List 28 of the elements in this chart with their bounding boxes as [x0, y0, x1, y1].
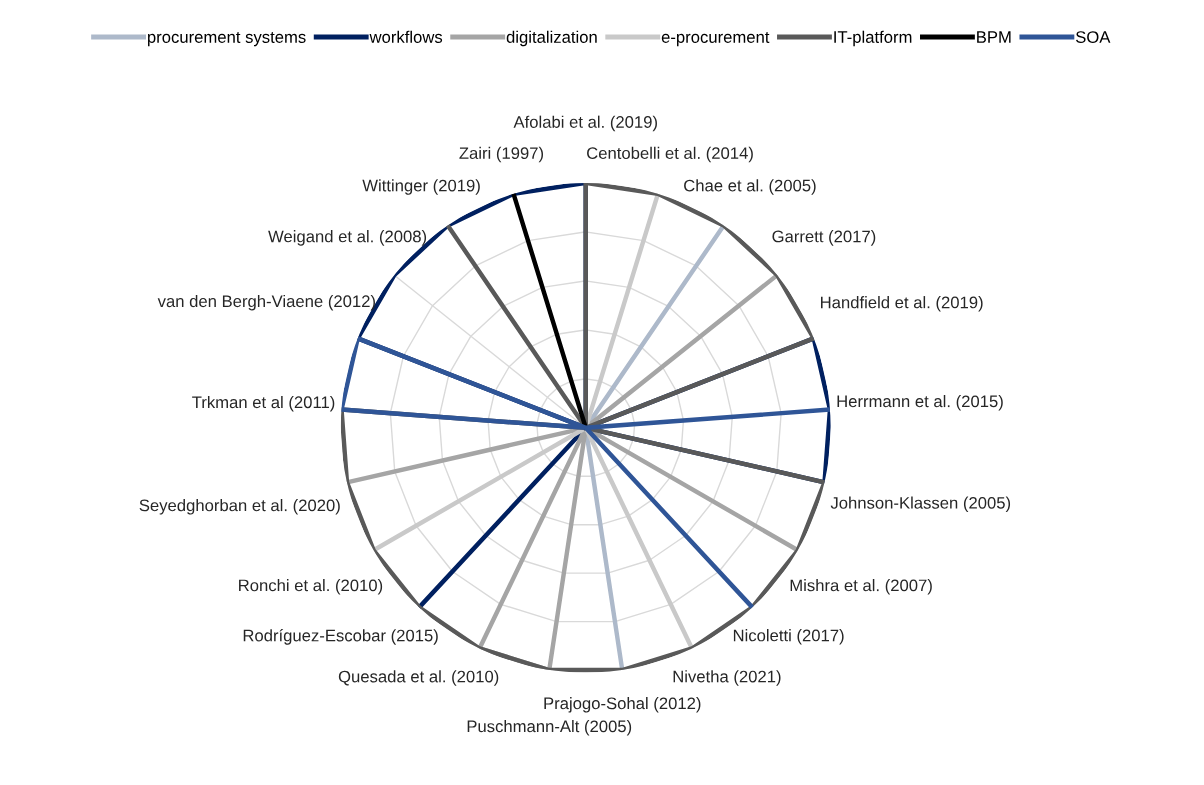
- spoke-label: Afolabi et al. (2019): [513, 115, 657, 132]
- spoke-label: Seyedghorban et al. (2020): [139, 499, 340, 515]
- spoke-label: Herrmann et al. (2015): [837, 395, 1003, 411]
- spoke-label: Handfield et al. (2019): [821, 296, 983, 312]
- spoke-label: Wittinger (2019): [362, 179, 480, 195]
- legend-label: digitalization: [506, 30, 597, 47]
- spoke-label: van den Bergh-Viaene (2012): [157, 294, 375, 311]
- spoke-label: Chae et al. (2005): [684, 179, 816, 195]
- spoke-label: Prajogo-Sohal (2012): [544, 697, 701, 713]
- spoke-label: Nicoletti (2017): [733, 629, 844, 645]
- spoke-label: Trkman et al (2011): [192, 395, 335, 412]
- legend-label: SOA: [1075, 31, 1111, 43]
- spoke-label: Puschmann-Alt (2005): [467, 720, 632, 736]
- spoke-label: Nivetha (2021): [673, 670, 781, 686]
- spoke-label: Rodríguez-Escobar (2015): [243, 629, 438, 645]
- legend-label: procurement systems: [147, 32, 306, 47]
- legend-label: BPM: [977, 31, 1011, 43]
- legend-label: IT-platform: [834, 30, 912, 47]
- spoke-label: Quesada et al. (2010): [338, 670, 499, 686]
- legend-label: workflows: [369, 30, 443, 43]
- spoke-label: Zairi (1997): [459, 146, 544, 163]
- legend-label: e-procurement: [661, 32, 770, 47]
- spoke-label: Mishra et al. (2007): [790, 579, 932, 595]
- spoke-label: Garrett (2017): [772, 230, 876, 246]
- spoke-label: Weigand et al. (2008): [268, 230, 427, 246]
- spoke-label: Centobelli et al. (2014): [587, 146, 753, 163]
- spoke-label: Ronchi et al. (2010): [239, 579, 383, 595]
- spoke-label: Johnson-Klassen (2005): [830, 496, 1011, 513]
